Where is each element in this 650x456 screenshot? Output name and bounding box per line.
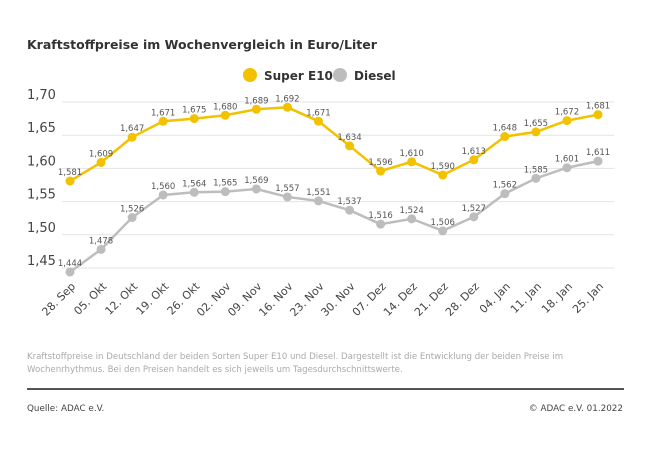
divider [27, 388, 624, 390]
legend-marker [243, 68, 257, 82]
data-point [220, 110, 230, 120]
data-label: 1,675 [182, 106, 206, 116]
x-tick-label: 18. Jan [539, 280, 575, 316]
data-label: 1,672 [555, 108, 579, 118]
y-tick-label: 1,60 [27, 154, 56, 169]
data-point [407, 214, 417, 224]
data-point [282, 102, 292, 112]
data-point [251, 184, 261, 194]
data-label: 1,537 [337, 197, 361, 207]
data-label: 1,444 [58, 259, 82, 269]
data-point [500, 132, 510, 142]
legend-label: Diesel [354, 69, 396, 83]
data-point [469, 155, 479, 165]
legend-label: Super E10 [264, 69, 333, 83]
data-label: 1,671 [306, 108, 330, 118]
data-point [500, 189, 510, 199]
data-point [282, 192, 292, 202]
data-label: 1,560 [151, 182, 175, 192]
x-tick-label: 11. Jan [508, 280, 544, 316]
data-label: 1,648 [493, 124, 517, 134]
x-tick-label: 05. Okt [71, 279, 109, 317]
x-tick-label: 28. Sep [39, 280, 78, 319]
data-label: 1,478 [89, 236, 113, 246]
line-chart: 1,70 1,65 1,60 1,55 1,50 1,45 Super E10 Diesel 1… [27, 68, 614, 319]
data-label: 1,527 [462, 204, 486, 214]
data-label: 1,596 [368, 158, 392, 168]
data-point [531, 173, 541, 183]
data-point [376, 219, 386, 229]
data-point [65, 176, 75, 186]
series-line [69, 106, 599, 183]
data-point [376, 166, 386, 176]
data-point [531, 127, 541, 137]
y-tick-label: 1,50 [27, 221, 56, 236]
data-label: 1,681 [586, 102, 610, 112]
data-label: 1,564 [182, 179, 206, 189]
y-tick-label: 1,55 [27, 188, 56, 203]
data-point [189, 187, 199, 197]
data-label: 1,524 [399, 206, 423, 216]
data-point [438, 226, 448, 236]
data-label: 1,610 [399, 149, 423, 159]
data-label: 1,569 [244, 176, 268, 186]
data-point [407, 157, 417, 167]
data-label: 1,613 [462, 147, 486, 157]
data-label: 1,680 [213, 102, 237, 112]
data-label: 1,526 [120, 205, 144, 215]
data-point [127, 132, 137, 142]
data-label: 1,655 [524, 119, 548, 129]
data-point [96, 157, 106, 167]
data-point [562, 116, 572, 126]
y-tick-label: 1,65 [27, 121, 56, 136]
data-label: 1,562 [493, 181, 517, 191]
data-point [220, 187, 230, 197]
source-label: Quelle: ADAC e.V. [27, 404, 105, 414]
y-tick-label: 1,70 [27, 88, 56, 103]
data-label: 1,692 [275, 94, 299, 104]
data-label: 1,689 [244, 96, 268, 106]
data-label: 1,609 [89, 149, 113, 159]
data-point [562, 163, 572, 173]
copyright-label: © ADAC e.V. 01.2022 [528, 404, 623, 414]
data-label: 1,601 [555, 155, 579, 165]
chart-title: Kraftstoffpreise im Wochenvergleich in E… [27, 37, 377, 52]
data-point [469, 212, 479, 222]
x-tick-label: 25. Jan [570, 280, 606, 316]
data-point [96, 244, 106, 254]
data-point [189, 114, 199, 124]
data-label: 1,590 [431, 162, 455, 172]
x-tick-label: 28. Dez [443, 280, 482, 319]
data-point [158, 190, 168, 200]
data-label: 1,581 [58, 168, 82, 178]
data-point [345, 205, 355, 215]
y-tick-label: 1,45 [27, 254, 56, 269]
data-point [438, 170, 448, 180]
data-point [593, 156, 603, 166]
data-point [593, 110, 603, 120]
data-label: 1,506 [431, 218, 455, 228]
data-label: 1,647 [120, 124, 144, 134]
data-label: 1,634 [337, 133, 361, 143]
chart-note: Kraftstoffpreise in Deutschland der beid… [27, 352, 564, 375]
data-point [65, 267, 75, 277]
data-point [251, 104, 261, 114]
x-tick-label: 19. Okt [134, 279, 172, 317]
data-label: 1,516 [368, 211, 392, 221]
data-label: 1,557 [275, 184, 299, 194]
data-point [158, 116, 168, 126]
data-label: 1,611 [586, 148, 610, 158]
data-point [313, 196, 323, 206]
data-point [127, 213, 137, 223]
data-point [313, 116, 323, 126]
x-tick-label: 12. Okt [103, 279, 141, 317]
data-point [345, 141, 355, 151]
data-label: 1,551 [306, 188, 330, 198]
legend-marker [333, 68, 347, 82]
series-line [69, 159, 599, 273]
data-label: 1,585 [524, 165, 548, 175]
data-label: 1,565 [213, 179, 237, 189]
data-label: 1,671 [151, 108, 175, 118]
x-tick-label: 04. Jan [477, 280, 513, 316]
